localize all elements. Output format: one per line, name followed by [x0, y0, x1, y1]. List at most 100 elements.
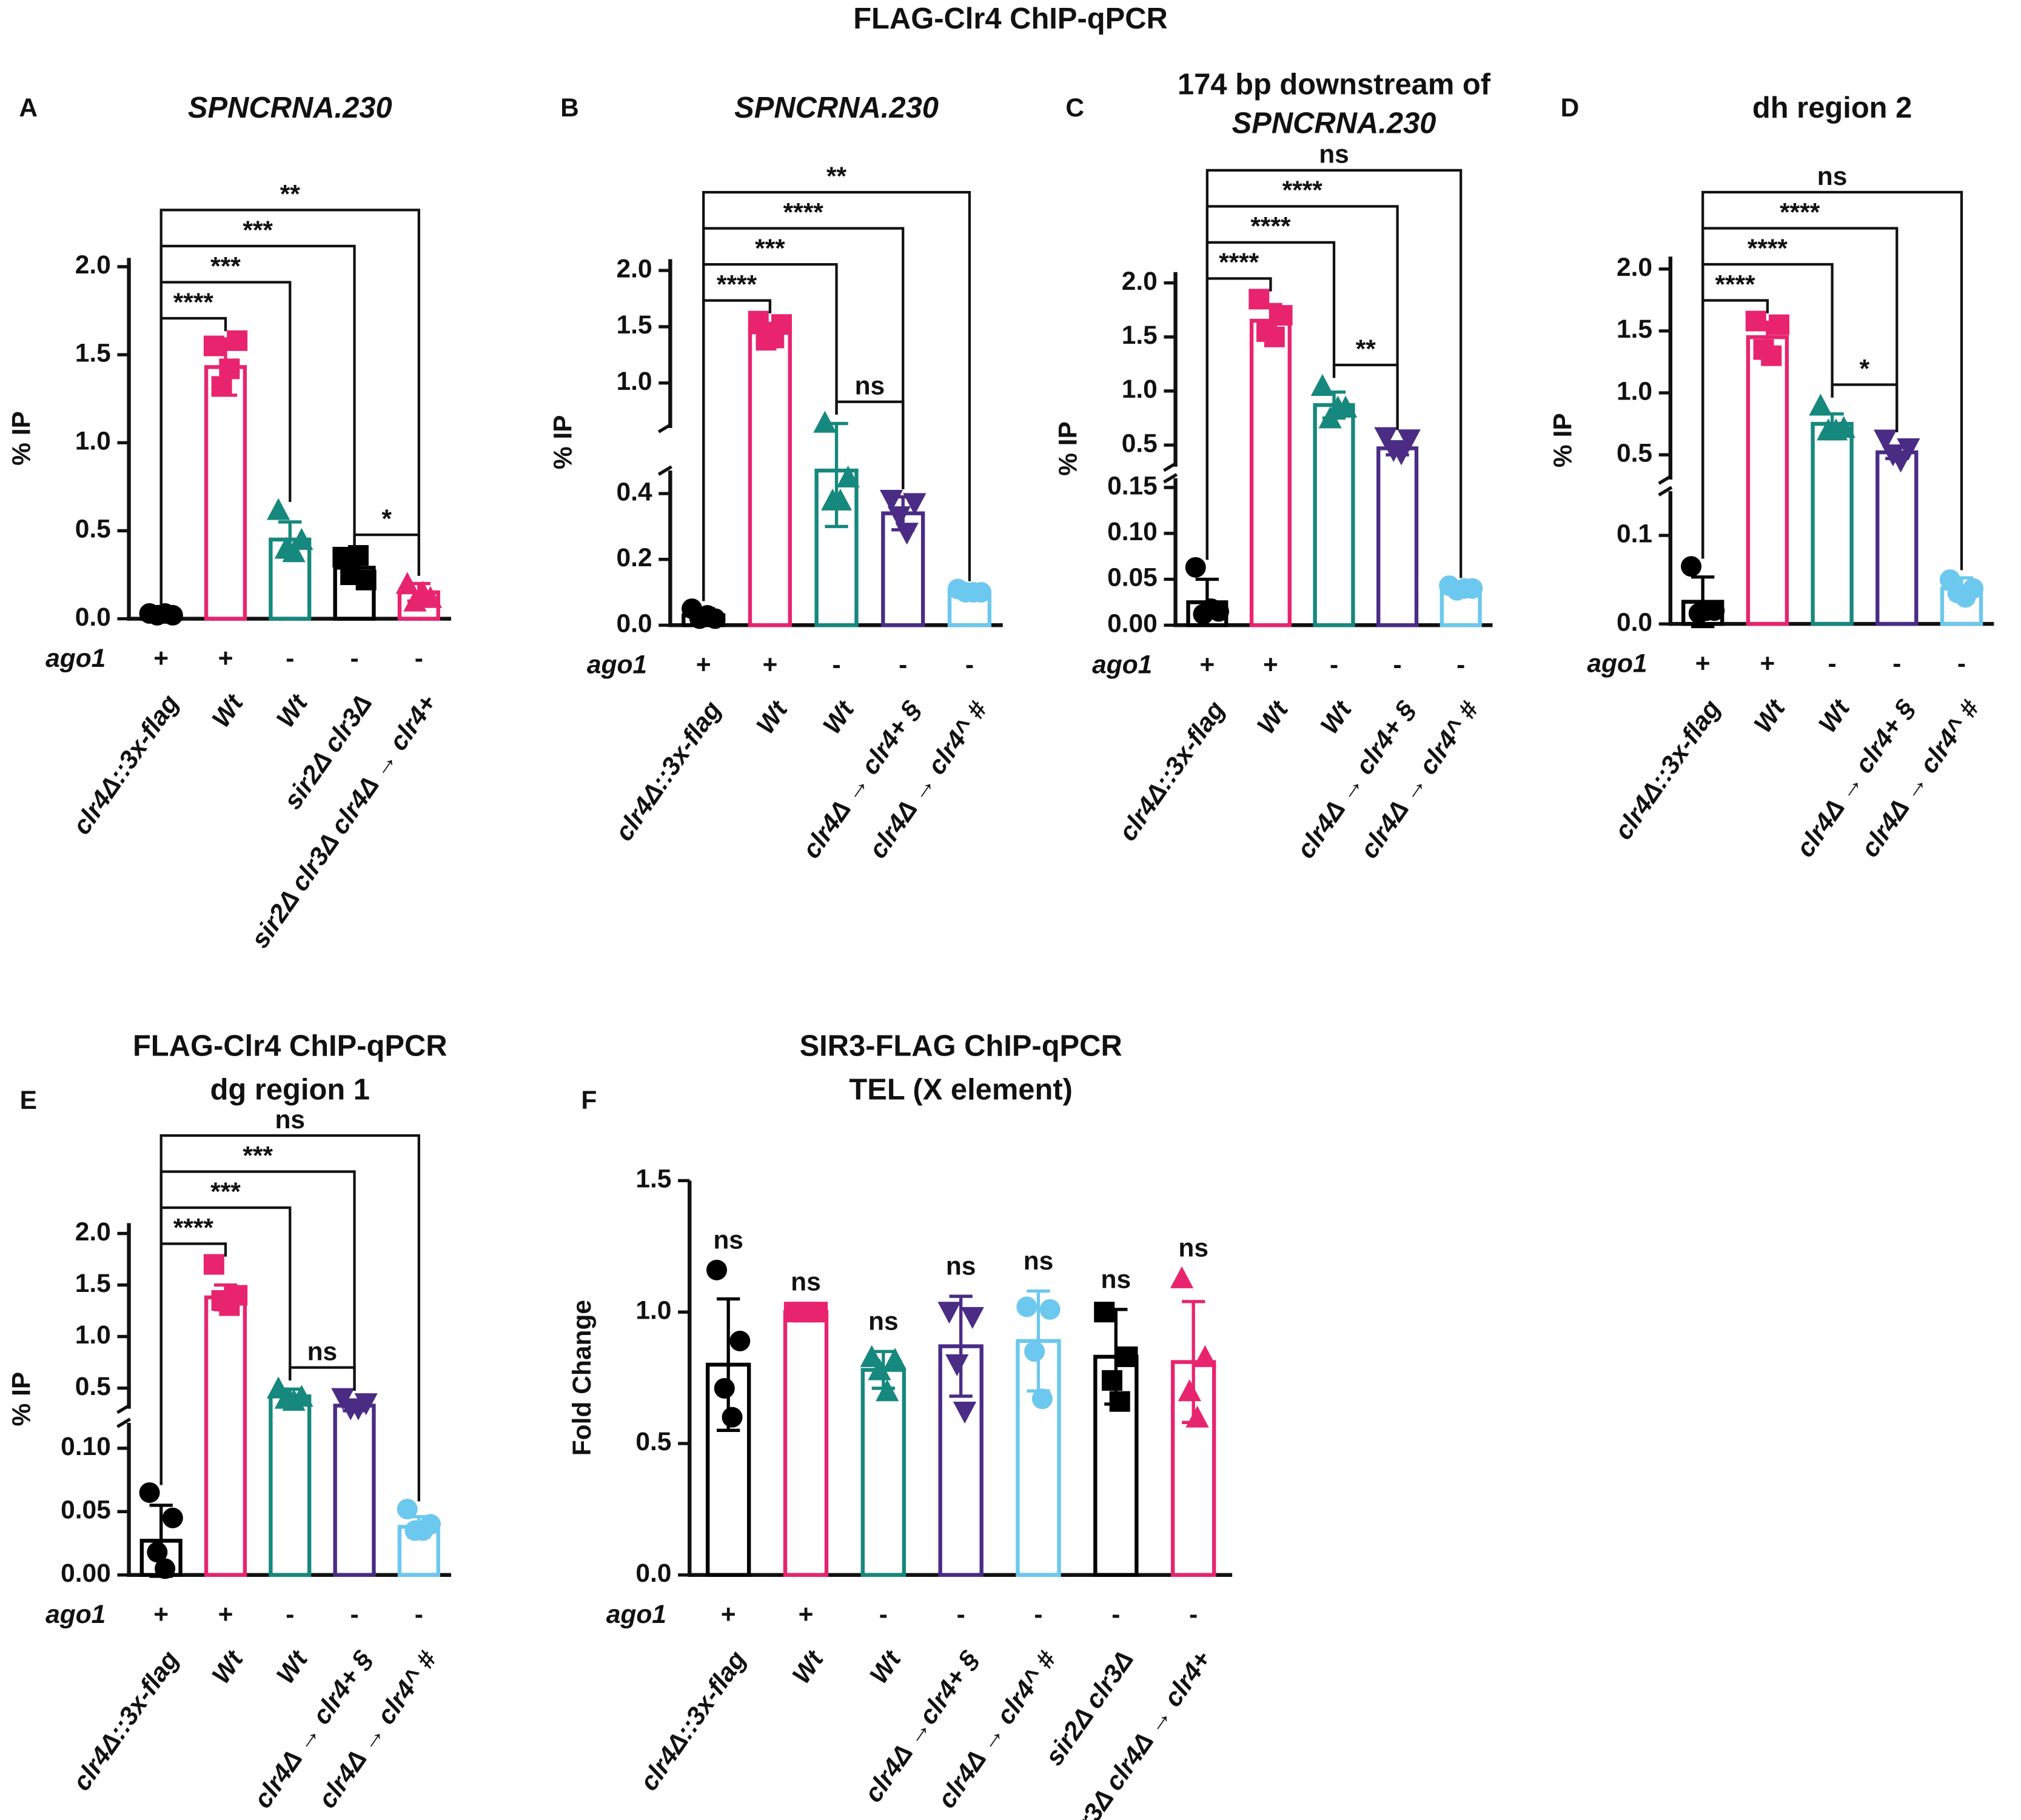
data-point: [1117, 1346, 1138, 1367]
significance-bracket: [1701, 299, 1769, 559]
significance-label: **: [1356, 335, 1376, 364]
significance-label: ***: [243, 1142, 273, 1170]
row-value: +: [721, 1601, 736, 1629]
y-tick-label: 0.5: [1617, 439, 1652, 467]
data-point: [1761, 345, 1782, 366]
significance-bracket: [1332, 363, 1399, 430]
data-point: [1264, 326, 1285, 347]
y-tick-label: 1.5: [1617, 315, 1652, 344]
axis-break: [657, 465, 672, 476]
data-point: [1955, 587, 1976, 608]
data-point: [1696, 600, 1717, 621]
panel-title: TEL (X element): [849, 1074, 1072, 1106]
significance-label: *: [381, 505, 392, 534]
y-tick-label: 1.5: [75, 339, 111, 367]
data-point: [945, 1354, 969, 1377]
significance-label: ns: [1817, 162, 1848, 191]
y-tick-label: 0.0: [635, 1559, 671, 1588]
data-point: [868, 1358, 891, 1380]
x-tick-label: clr4Δ::3x-flag: [635, 1646, 752, 1796]
row-label: ago1: [45, 644, 106, 673]
data-point: [139, 1482, 160, 1503]
data-point: [1016, 1296, 1037, 1317]
data-point: [1889, 450, 1912, 473]
data-point: [412, 1520, 434, 1541]
row-value: -: [350, 644, 358, 673]
x-tick-label: Wt: [1252, 695, 1295, 740]
significance-label: ***: [210, 252, 241, 281]
data-point: [203, 1254, 224, 1275]
significance-label: ****: [783, 198, 824, 227]
y-tick-label: 1.5: [1122, 321, 1158, 350]
row-label: ago1: [1092, 651, 1152, 679]
x-tick-label: clr4Δ::3x-flag: [1113, 696, 1230, 846]
bar: [1875, 450, 1919, 626]
data-point: [903, 493, 927, 515]
data-point: [813, 410, 837, 433]
data-point: [346, 1398, 370, 1420]
significance-bracket: [159, 1134, 420, 1502]
significance-bracket: [159, 316, 227, 606]
data-point: [1170, 1266, 1194, 1288]
row-value: -: [1892, 649, 1901, 678]
y-tick-label: 2.0: [1617, 253, 1652, 282]
y-axis-label: % IP: [1549, 413, 1578, 467]
x-tick-label: clr4Δ → clr4+ §: [1791, 695, 1920, 863]
row-label: ago1: [1587, 649, 1647, 678]
row-label: ago1: [606, 1601, 666, 1629]
significance-label: ns: [307, 1337, 338, 1366]
y-tick-label: 2.0: [616, 255, 652, 283]
x-tick-label: clr4Δ → clr4^ #: [1855, 695, 1985, 863]
panel-label: F: [581, 1086, 597, 1115]
x-tick-label: Wt: [1315, 695, 1358, 740]
y-tick-label: 0.0: [616, 609, 652, 638]
significance-bracket: [289, 1366, 356, 1391]
row-value: -: [1330, 651, 1338, 679]
y-tick-label: 0.0: [75, 603, 111, 632]
data-point: [1201, 598, 1222, 619]
row-value: -: [1189, 1601, 1198, 1629]
x-tick-label: clr4Δ → clr4^ #: [313, 1646, 442, 1814]
data-point: [876, 1379, 899, 1402]
data-point: [411, 580, 435, 603]
row-value: -: [957, 1601, 965, 1629]
data-point: [763, 327, 785, 349]
axis-break: [1658, 486, 1673, 497]
row-value: -: [350, 1601, 358, 1629]
data-point: [155, 603, 176, 624]
data-point: [828, 488, 853, 511]
x-tick-label: Wt: [787, 1645, 830, 1689]
y-tick-label: 1.0: [75, 427, 111, 456]
row-label: ago1: [45, 1601, 106, 1629]
y-tick-label: 0.10: [1107, 518, 1158, 546]
row-value: +: [762, 651, 777, 679]
panel-title: 174 bp downstream of: [1178, 69, 1491, 101]
data-point: [799, 1302, 820, 1323]
x-tick-label: clr4Δ → clr4^ #: [863, 696, 993, 864]
bar: [1376, 446, 1419, 627]
data-point: [836, 465, 860, 488]
y-tick-label: 0.5: [635, 1428, 671, 1456]
data-point: [1681, 556, 1702, 577]
data-point: [147, 1542, 168, 1563]
data-point: [1326, 395, 1350, 418]
significance-bracket: [159, 1242, 227, 1485]
data-point: [1094, 1302, 1115, 1323]
y-tick-label: 0.00: [61, 1559, 111, 1588]
row-value: +: [1199, 651, 1215, 679]
panel-label: B: [560, 94, 579, 122]
x-tick-label: Wt: [271, 689, 314, 733]
y-tick-label: 1.0: [616, 367, 652, 396]
significance-label: **: [280, 180, 301, 209]
y-tick-label: 0.4: [616, 478, 652, 506]
data-point: [960, 1306, 984, 1330]
data-point: [1745, 310, 1766, 332]
row-value: -: [1393, 651, 1402, 679]
y-tick-label: 1.0: [1617, 377, 1652, 406]
data-point: [729, 1330, 751, 1351]
y-tick-label: 0.5: [75, 1373, 111, 1401]
significance-label: ****: [1780, 198, 1820, 227]
x-tick-label: clr4Δ::3x-flag: [67, 1646, 184, 1796]
data-point: [282, 1388, 306, 1411]
